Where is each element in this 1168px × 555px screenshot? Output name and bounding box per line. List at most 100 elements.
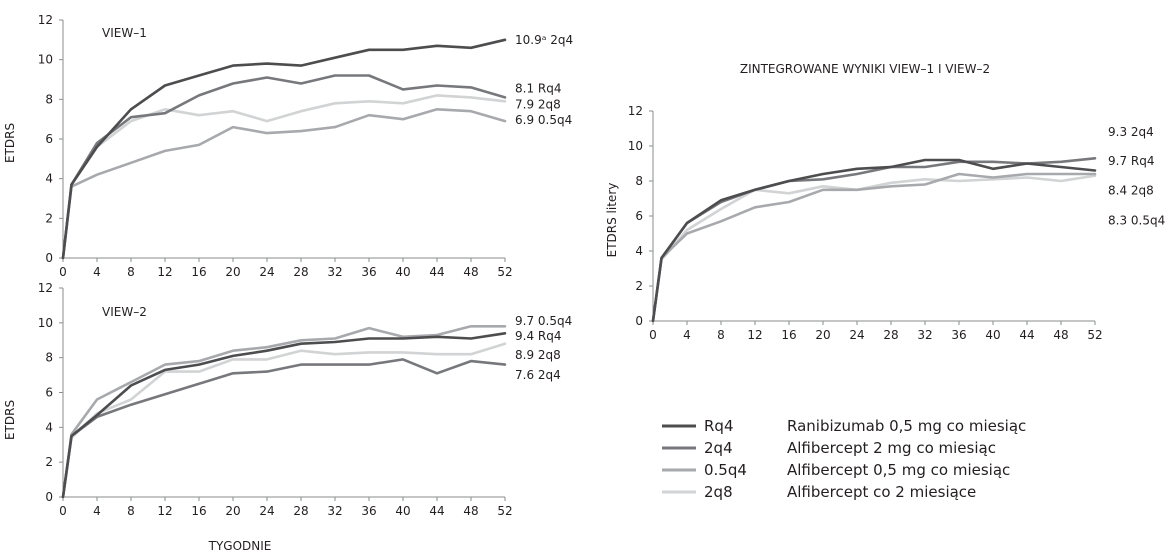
x-tick-label: 48 xyxy=(1053,328,1068,342)
series-line-2q4 xyxy=(61,74,507,260)
legend-description: Ranibizumab 0,5 mg co miesiąc xyxy=(787,417,1026,435)
end-value-label: 7.9 2q8 xyxy=(515,97,561,111)
end-value-label: 9.7 0.5q4 xyxy=(515,314,572,328)
legend-description: Alfibercept 0,5 mg co miesiąc xyxy=(787,461,1010,479)
y-tick-label: 8 xyxy=(45,351,53,365)
chart-integrated: ZINTEGROWANE WYNIKI VIEW–1 I VIEW–2 ETDR… xyxy=(605,62,1165,342)
y-tick-label: 8 xyxy=(45,92,53,106)
x-tick-label: 24 xyxy=(259,504,274,518)
legend-description: Alfibercept co 2 miesiące xyxy=(787,483,976,501)
end-value-label: 8.9 2q8 xyxy=(515,348,561,362)
y-tick-label: 6 xyxy=(45,386,53,400)
x-tick-label: 4 xyxy=(93,265,101,279)
end-value-label: 9.7 Rq4 xyxy=(1108,154,1155,168)
y-axis-label: ETDRS litery xyxy=(605,183,619,258)
x-tick-label: 8 xyxy=(127,504,135,518)
x-tick-label: 52 xyxy=(497,265,512,279)
series-line-0-5q4 xyxy=(61,324,507,499)
y-tick-label: 0 xyxy=(635,314,643,328)
panel-title-view-2: VIEW–2 xyxy=(102,305,147,319)
series-line-0-5q4 xyxy=(651,172,1097,323)
legend-code: 2q4 xyxy=(704,439,733,457)
x-tick-label: 52 xyxy=(497,504,512,518)
x-tick-label: 8 xyxy=(717,328,725,342)
y-tick-label: 10 xyxy=(38,53,53,67)
y-tick-label: 0 xyxy=(45,251,53,265)
series-line-2q4 xyxy=(651,157,1097,323)
x-tick-label: 44 xyxy=(1019,328,1034,342)
series-line-Rq4 xyxy=(61,331,507,499)
y-tick-label: 2 xyxy=(635,279,643,293)
y-tick-label: 2 xyxy=(45,211,53,225)
x-tick-label: 4 xyxy=(93,504,101,518)
x-tick-label: 12 xyxy=(157,504,172,518)
x-tick-label: 16 xyxy=(781,328,796,342)
x-tick-label: 16 xyxy=(191,265,206,279)
x-tick-label: 40 xyxy=(985,328,1000,342)
end-value-label: 10.9ᵃ 2q4 xyxy=(515,33,573,47)
legend-item-2q8: 2q8 Alfibercept co 2 miesiące xyxy=(662,483,976,501)
x-tick-label: 0 xyxy=(59,504,67,518)
y-tick-label: 4 xyxy=(45,172,53,186)
x-axis-label: TYGODNIE xyxy=(208,539,272,553)
y-tick-label: 6 xyxy=(45,132,53,146)
end-value-label: 8.4 2q8 xyxy=(1108,184,1154,198)
legend-code: 2q8 xyxy=(704,483,733,501)
end-value-label: 9.4 Rq4 xyxy=(515,329,562,343)
x-tick-label: 24 xyxy=(849,328,864,342)
x-tick-label: 20 xyxy=(225,265,240,279)
x-tick-label: 36 xyxy=(951,328,966,342)
y-tick-label: 0 xyxy=(45,490,53,504)
x-tick-label: 40 xyxy=(395,504,410,518)
y-tick-label: 6 xyxy=(635,209,643,223)
y-tick-label: 8 xyxy=(635,174,643,188)
y-tick-label: 4 xyxy=(45,420,53,434)
end-value-label: 6.9 0.5q4 xyxy=(515,113,572,127)
series-line-2q8 xyxy=(61,342,507,499)
series-line-Rq4 xyxy=(651,158,1097,323)
x-tick-label: 44 xyxy=(429,504,444,518)
series-line-2q8 xyxy=(61,94,507,260)
x-tick-label: 48 xyxy=(463,504,478,518)
legend-code: Rq4 xyxy=(704,417,734,435)
x-tick-label: 36 xyxy=(361,265,376,279)
y-tick-label: 10 xyxy=(628,139,643,153)
legend-item-2q4: 2q4 Alfibercept 2 mg co miesiąc xyxy=(662,439,996,457)
x-tick-label: 32 xyxy=(917,328,932,342)
y-tick-label: 2 xyxy=(45,455,53,469)
y-tick-label: 10 xyxy=(38,316,53,330)
series-line-0-5q4 xyxy=(61,108,507,260)
x-tick-label: 28 xyxy=(293,265,308,279)
x-tick-label: 52 xyxy=(1087,328,1102,342)
series-line-2q8 xyxy=(651,174,1097,323)
x-tick-label: 20 xyxy=(225,504,240,518)
x-tick-label: 40 xyxy=(395,265,410,279)
x-tick-label: 0 xyxy=(59,265,67,279)
x-tick-label: 24 xyxy=(259,265,274,279)
legend-code: 0.5q4 xyxy=(704,461,747,479)
panel-title-integrated: ZINTEGROWANE WYNIKI VIEW–1 I VIEW–2 xyxy=(740,62,990,76)
panel-title-view-1: VIEW–1 xyxy=(102,26,147,40)
x-tick-label: 44 xyxy=(429,265,444,279)
x-tick-label: 16 xyxy=(191,504,206,518)
series-line-2q4 xyxy=(61,358,507,499)
x-tick-label: 20 xyxy=(815,328,830,342)
legend: Rq4 Ranibizumab 0,5 mg co miesiąc 2q4 Alfib… xyxy=(662,417,1026,501)
x-tick-label: 36 xyxy=(361,504,376,518)
legend-item-0-5q4: 0.5q4 Alfibercept 0,5 mg co miesiąc xyxy=(662,461,1010,479)
y-tick-label: 12 xyxy=(38,13,53,27)
x-tick-label: 12 xyxy=(157,265,172,279)
x-tick-label: 8 xyxy=(127,265,135,279)
end-value-label: 8.3 0.5q4 xyxy=(1108,213,1165,227)
y-axis-label: ETDRS xyxy=(3,123,17,163)
x-tick-label: 4 xyxy=(683,328,691,342)
